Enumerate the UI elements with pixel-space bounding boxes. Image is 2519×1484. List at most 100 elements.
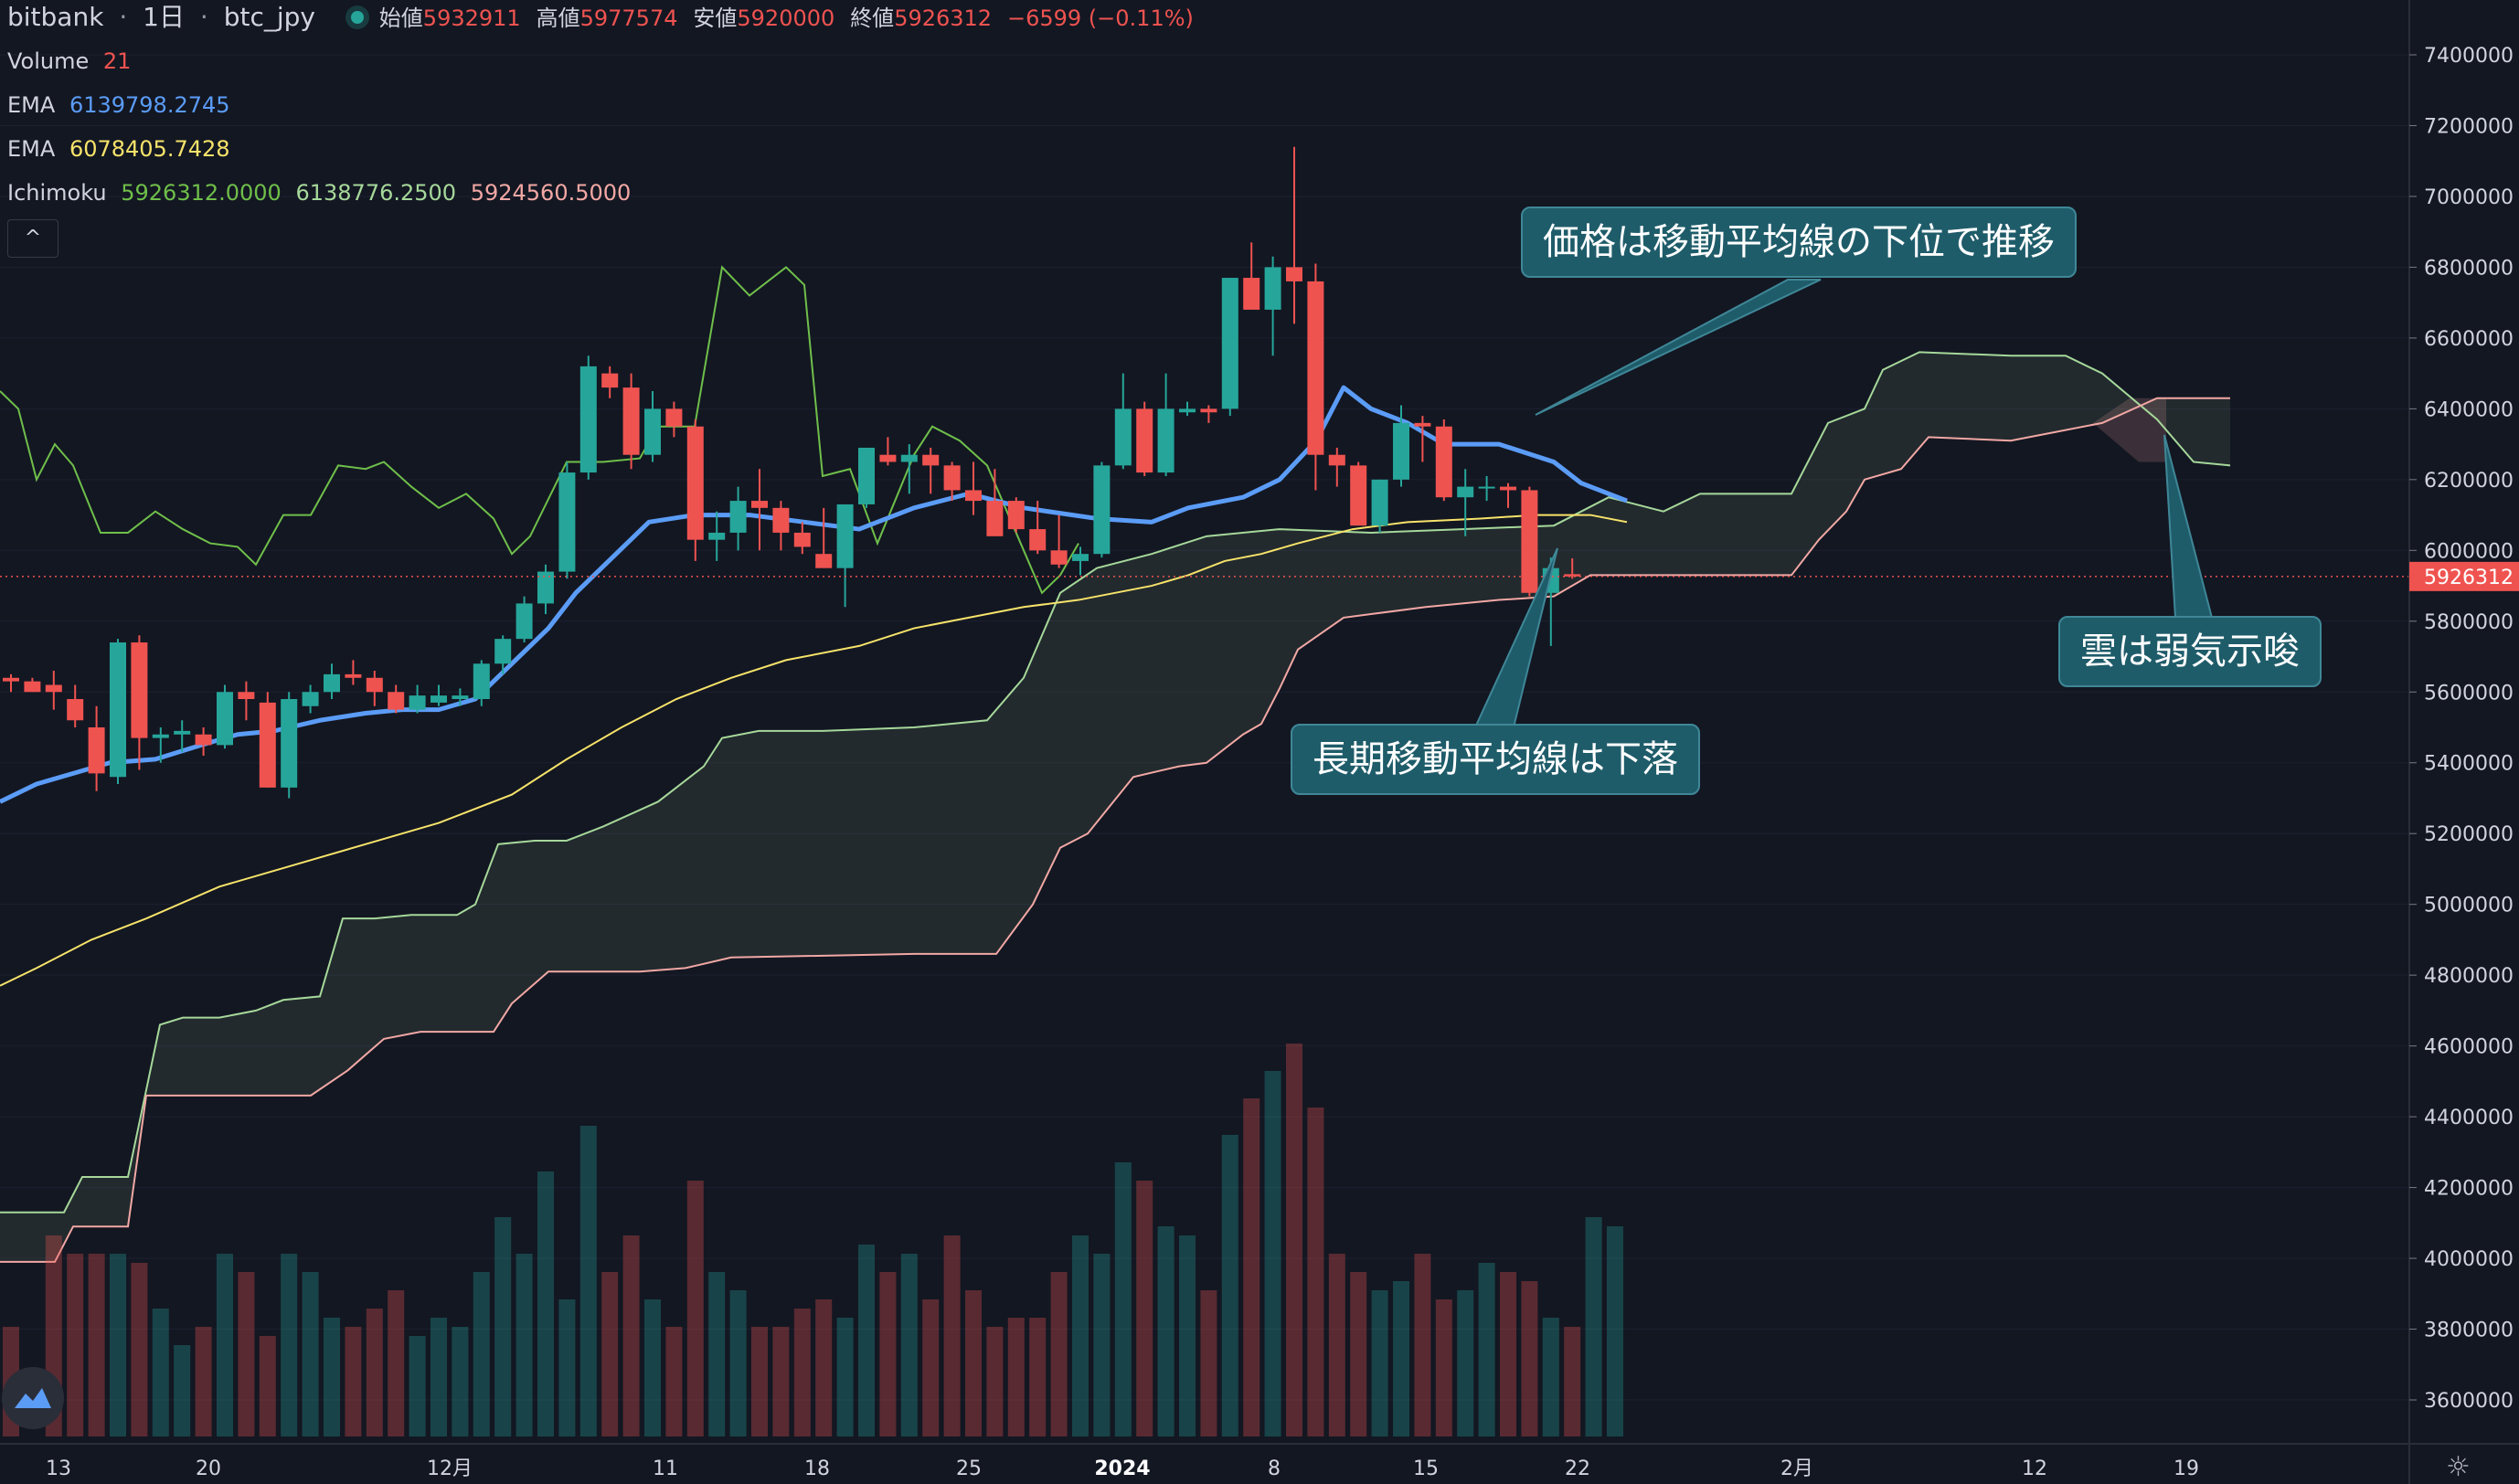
volume-bar: [1050, 1272, 1068, 1436]
collapse-legend-button[interactable]: ^: [7, 219, 58, 258]
candle-body: [922, 454, 940, 466]
ichimoku-label: Ichimoku: [7, 180, 107, 206]
volume-bar: [1564, 1327, 1581, 1436]
close-value: 5926312: [894, 5, 993, 31]
candle-body: [281, 699, 298, 788]
volume-bar: [473, 1272, 490, 1436]
volume-bar: [665, 1327, 683, 1436]
volume-bar: [1521, 1281, 1538, 1436]
candle-body: [537, 571, 554, 604]
symbol-label[interactable]: btc_jpy: [223, 2, 315, 32]
volume-bar: [1350, 1272, 1367, 1436]
volume-bar: [986, 1327, 1004, 1436]
price-tick-label: 6800000: [2424, 257, 2514, 280]
settings-gear-icon[interactable]: ☼: [2446, 1451, 2471, 1483]
volume-bar: [601, 1272, 619, 1436]
callout-pointer: [1535, 279, 1822, 416]
volume-bar: [708, 1272, 726, 1436]
cloud-bearish-fill: [2093, 398, 2166, 462]
tradingview-logo-icon[interactable]: [2, 1367, 64, 1429]
ichimoku-value-1: 5926312.0000: [121, 180, 282, 206]
candle-body: [345, 673, 362, 678]
candle-body: [1564, 574, 1581, 577]
price-tick-label: 3600000: [2424, 1390, 2514, 1413]
volume-legend[interactable]: Volume 21: [7, 48, 138, 75]
volume-bar: [88, 1254, 105, 1436]
leading-span-b-line: [0, 397, 2230, 1263]
time-tick-label: 11: [653, 1458, 678, 1480]
ema-slow-line: [0, 514, 1628, 987]
volume-bar: [238, 1272, 255, 1436]
price-tick-label: 4400000: [2424, 1107, 2514, 1129]
price-tick-label: 4000000: [2424, 1248, 2514, 1271]
ema-fast-value: 6139798.2745: [69, 92, 230, 118]
leading-span-a-line: [0, 351, 2231, 1214]
time-tick-label: 12: [2022, 1458, 2047, 1480]
volume-bar: [965, 1290, 982, 1436]
volume-bar: [1007, 1318, 1025, 1436]
time-tick-label: 8: [1268, 1458, 1281, 1480]
high-label: 高値: [536, 5, 580, 31]
time-tick-label: 18: [804, 1458, 830, 1480]
candle-body: [1264, 267, 1281, 310]
low-value: 5920000: [737, 5, 835, 31]
candle-body: [45, 684, 62, 693]
candle-body: [88, 727, 105, 774]
time-tick-label: 2024: [1094, 1458, 1150, 1480]
volume-bar: [1478, 1263, 1495, 1436]
volume-bar: [1328, 1254, 1345, 1436]
candle-body: [131, 642, 148, 738]
exchange-name[interactable]: bitbank: [7, 2, 104, 32]
candle-body: [686, 426, 704, 540]
candle-body: [1093, 465, 1111, 555]
interval-label[interactable]: 1日: [143, 2, 185, 32]
ichimoku-value-2: 6138776.2500: [295, 180, 457, 206]
volume-label: Volume: [7, 48, 90, 74]
volume-bar: [281, 1254, 298, 1436]
candle-body: [815, 554, 833, 568]
volume-bar: [686, 1181, 704, 1436]
price-tick-label: 6600000: [2424, 328, 2514, 351]
time-tick-label: 15: [1413, 1458, 1439, 1480]
candle-body: [1350, 465, 1367, 526]
volume-bar: [1542, 1318, 1559, 1436]
volume-bar: [1157, 1226, 1174, 1436]
volume-bar: [1221, 1135, 1238, 1436]
volume-bar: [1457, 1290, 1474, 1436]
volume-bar: [1393, 1281, 1409, 1436]
ema-fast-legend[interactable]: EMA 6139798.2745: [7, 91, 238, 119]
ema-slow-legend[interactable]: EMA 6078405.7428: [7, 135, 238, 163]
market-status-icon: [350, 11, 364, 24]
candle-body: [1114, 408, 1132, 466]
candle-body: [24, 681, 41, 693]
volume-bar: [131, 1263, 148, 1436]
volume-bar: [110, 1254, 126, 1436]
candle-body: [793, 532, 811, 547]
ema-fast-label: EMA: [7, 92, 56, 118]
time-tick-label: 20: [196, 1458, 221, 1480]
candle-body: [1179, 408, 1196, 413]
open-label: 始値: [378, 5, 423, 31]
price-tick-label: 6200000: [2424, 470, 2514, 493]
volume-bar: [751, 1327, 768, 1436]
candle-body: [494, 639, 512, 664]
candle-body: [302, 692, 319, 706]
volume-bar: [644, 1299, 661, 1436]
candle-body: [388, 692, 405, 710]
volume-bar: [1093, 1254, 1111, 1436]
ichimoku-legend[interactable]: Ichimoku 5926312.0000 6138776.2500 59245…: [7, 179, 638, 207]
candle-body: [858, 447, 875, 504]
candle-body: [3, 677, 19, 682]
volume-bar: [558, 1299, 576, 1436]
price-tick-label: 6400000: [2424, 398, 2514, 421]
price-axis-background: [2409, 0, 2519, 1444]
candle-body: [965, 490, 982, 502]
candle-body: [217, 692, 233, 746]
price-tick-label: 5400000: [2424, 753, 2514, 776]
candle-body: [473, 663, 490, 700]
volume-bar: [302, 1272, 319, 1436]
price-tick-label: 5600000: [2424, 682, 2514, 705]
volume-bar: [494, 1217, 512, 1436]
